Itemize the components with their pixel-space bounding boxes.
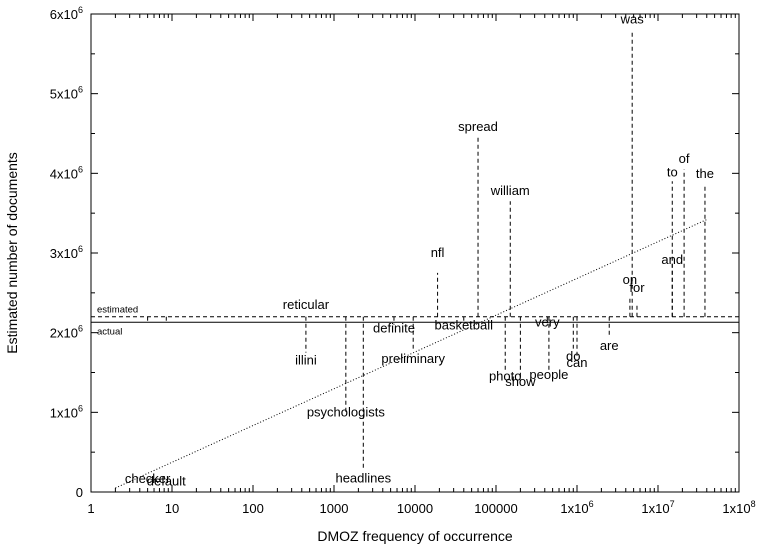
y-tick-label: 6x106 <box>50 5 83 22</box>
trend-line <box>115 219 707 489</box>
word-label-and: and <box>661 252 683 267</box>
estimated-label: estimated <box>97 305 138 316</box>
y-tick-label: 0 <box>76 485 83 500</box>
word-label-can: can <box>567 355 588 370</box>
x-axis-title: DMOZ frequency of occurrence <box>317 528 513 544</box>
x-tick-label: 1000 <box>320 501 349 516</box>
x-tick-label: 100000 <box>474 501 517 516</box>
word-label-for: for <box>629 280 645 295</box>
ticks <box>90 13 740 493</box>
drop-lines <box>147 29 706 469</box>
tick-labels: 1 10 100 1000 10000 100000 1x106 1x107 1x108 0 1x1… <box>50 5 756 516</box>
y-tick-label: 1x106 <box>50 403 83 420</box>
x-tick-label: 10000 <box>397 501 433 516</box>
word-label-photo: photo <box>489 368 522 383</box>
word-label-headlines: headlines <box>335 470 391 485</box>
word-label-illini: illini <box>295 353 317 368</box>
actual-label: actual <box>97 326 122 337</box>
word-label-are: are <box>600 338 619 353</box>
word-label-definite: definite <box>373 321 415 336</box>
y-tick-label: 2x106 <box>50 324 83 341</box>
plot-frame <box>90 13 740 493</box>
x-tick-label: 1x108 <box>722 499 755 516</box>
x-tick-label: 10 <box>165 501 179 516</box>
word-label-william: william <box>490 183 530 198</box>
word-label-basketball: basketball <box>434 317 493 332</box>
word-label-default: default <box>147 474 186 489</box>
x-tick-label: 1x106 <box>560 499 593 516</box>
word-label-spread: spread <box>458 119 498 134</box>
word-label-do: do <box>566 349 580 364</box>
word-label-preliminary: preliminary <box>381 351 445 366</box>
word-label-the: the <box>696 166 714 181</box>
word-label-nfl: nfl <box>431 245 445 260</box>
word-label-psychologists: psychologists <box>307 404 386 419</box>
trend-line-path <box>115 219 707 489</box>
y-tick-label: 5x106 <box>50 85 83 102</box>
word-label-very: very <box>535 314 560 329</box>
x-tick-label: 100 <box>242 501 264 516</box>
word-label-checker: checker <box>125 471 171 486</box>
word-label-on: on <box>623 272 637 287</box>
word-label-of: of <box>679 151 690 166</box>
word-label-show: show <box>505 374 536 389</box>
y-axis-title: Estimated number of documents <box>4 152 20 354</box>
reference-lines: estimated actual <box>91 305 739 337</box>
word-label-was: was <box>620 12 645 27</box>
x-tick-label: 1x107 <box>641 499 674 516</box>
word-label-people: people <box>529 367 568 382</box>
y-tick-label: 3x106 <box>50 244 83 261</box>
word-label-to: to <box>667 165 678 180</box>
word-label-reticular: reticular <box>283 297 330 312</box>
x-tick-label: 1 <box>87 501 94 516</box>
y-tick-label: 4x106 <box>50 164 83 181</box>
